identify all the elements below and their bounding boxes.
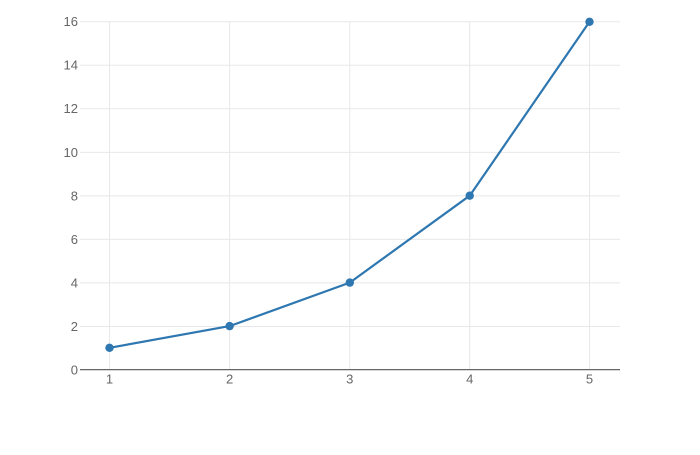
svg-text:5: 5 [586,372,593,387]
svg-text:6: 6 [71,232,78,247]
svg-text:2: 2 [71,319,78,334]
svg-text:4: 4 [466,372,473,387]
svg-text:10: 10 [64,145,78,160]
svg-text:0: 0 [71,363,78,378]
svg-text:2: 2 [226,372,233,387]
svg-text:12: 12 [64,101,78,116]
svg-text:16: 16 [64,14,78,29]
svg-text:14: 14 [64,58,78,73]
svg-text:1: 1 [106,372,113,387]
svg-text:8: 8 [71,188,78,203]
svg-text:3: 3 [346,372,353,387]
svg-text:4: 4 [71,275,78,290]
